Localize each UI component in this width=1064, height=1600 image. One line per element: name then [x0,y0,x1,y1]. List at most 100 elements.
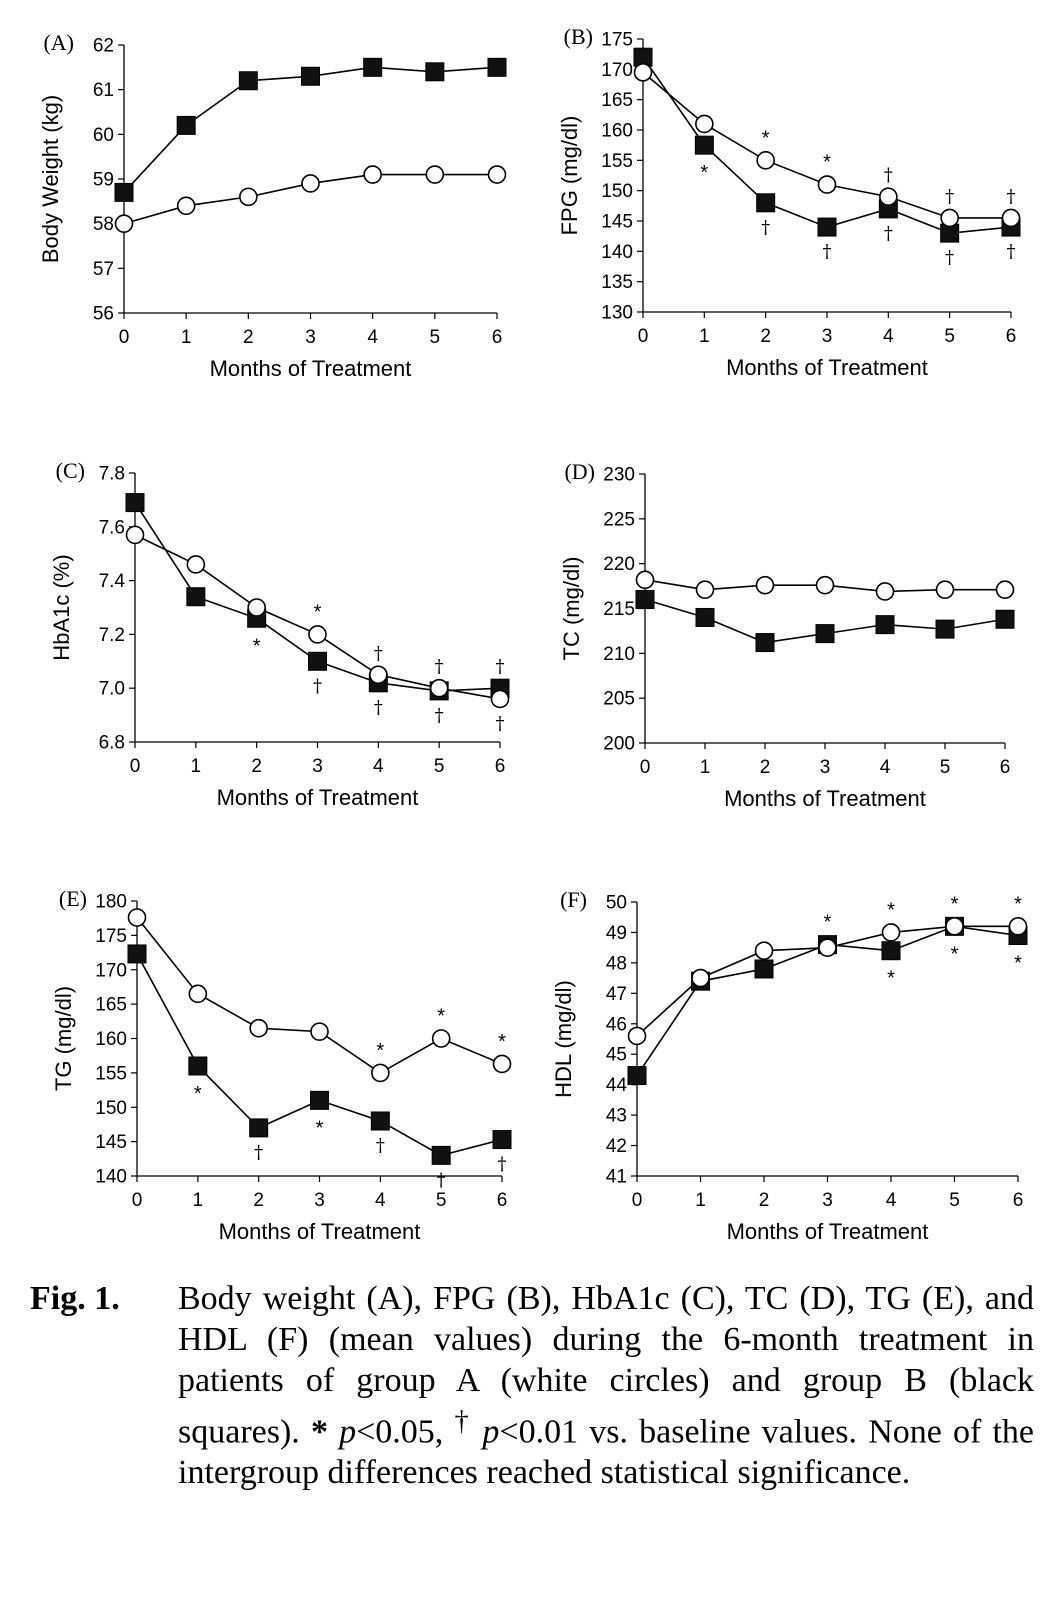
asterisk-mark: * [887,968,895,990]
circle-point [756,151,775,170]
dagger-mark: † [437,1169,446,1190]
panel-letter: (B) [564,24,593,49]
circle-point [879,187,898,207]
x-tick-label: 5 [434,756,445,777]
y-axis-title: Body Weight (kg) [38,95,63,263]
y-tick-label: 155 [95,1063,127,1084]
circle-point [301,174,320,193]
y-tick-label: 150 [95,1098,127,1119]
y-tick-label: 200 [603,734,635,755]
square-point [127,944,147,964]
x-tick-label: 4 [367,327,378,348]
square-point [817,217,837,237]
y-tick-label: 44 [606,1075,628,1096]
asterisk-mark: * [824,912,832,934]
y-tick-label: 130 [601,303,633,324]
dagger-mark: † [376,1135,385,1156]
x-tick-label: 6 [1000,757,1011,778]
asterisk-mark: * [314,601,322,623]
asterisk-mark: * [887,899,895,921]
x-axis-title: Months of Treatment [217,785,419,810]
square-point [188,1056,208,1076]
circle-point [429,678,449,698]
circle-point [881,923,901,942]
panel-letter: (C) [56,458,85,483]
figure-caption: Fig. 1. Body weight (A), FPG (B), HbA1c … [30,1278,1034,1493]
y-tick-label: 225 [603,509,635,530]
y-tick-label: 57 [93,259,114,280]
square-point [487,57,507,77]
dagger-mark: † [884,223,893,244]
caption-dagger: † [454,1406,472,1437]
circle-point [492,1054,512,1074]
x-tick-label: 1 [181,327,192,348]
x-tick-label: 5 [940,757,951,778]
panel-letter: (F) [560,887,587,912]
circle-point [186,555,206,574]
circle-point [310,1022,329,1041]
panel-letter: (A) [43,30,74,55]
x-tick-label: 1 [191,756,202,777]
asterisk-mark: * [253,635,261,657]
y-tick-label: 7.2 [99,625,125,646]
x-tick-label: 1 [700,757,711,778]
y-tick-label: 140 [95,1167,127,1188]
asterisk-mark: * [700,162,708,184]
dagger-mark: † [945,247,954,268]
circle-point [363,165,382,184]
circle-point [1001,208,1021,228]
y-tick-label: 175 [601,30,633,51]
x-tick-label: 6 [1006,326,1017,347]
dagger-mark: † [884,165,893,186]
y-tick-label: 135 [601,272,633,293]
x-tick-label: 2 [253,1190,264,1211]
caption-text: Body weight (A), FPG (B), HbA1c (C), TC … [178,1278,1034,1493]
dagger-mark: † [435,705,444,726]
dagger-mark: † [823,241,832,262]
y-tick-label: 165 [95,995,127,1016]
asterisk-mark: * [951,893,959,915]
y-tick-label: 46 [606,1014,627,1035]
square-point [308,651,327,671]
asterisk-mark: * [823,152,831,174]
caption-part [471,1413,482,1450]
x-tick-label: 3 [314,1190,325,1211]
square-point [492,1130,512,1150]
circle-point [995,580,1015,599]
caption-part: <0.01 vs. baseline values. None of the i… [178,1413,1034,1492]
x-tick-label: 2 [251,756,262,777]
asterisk-mark: * [316,1117,324,1139]
x-tick-label: 5 [430,327,441,348]
square-point [881,941,901,961]
y-tick-label: 42 [606,1136,627,1157]
square-point [363,57,383,77]
x-tick-label: 1 [699,326,710,347]
y-tick-label: 230 [603,465,635,486]
figure-label: Fig. 1. [30,1280,120,1317]
y-tick-label: 61 [93,80,114,101]
square-point [995,609,1015,629]
x-tick-label: 5 [949,1190,960,1211]
x-tick-label: 0 [132,1190,143,1211]
x-tick-label: 2 [760,326,771,347]
x-tick-label: 5 [944,326,955,347]
circle-point [635,570,655,590]
y-tick-label: 49 [606,923,627,944]
x-tick-label: 4 [886,1190,897,1211]
x-tick-label: 0 [632,1190,643,1211]
asterisk-mark: * [762,127,770,149]
circle-point [308,625,327,644]
circle-point [188,984,208,1004]
y-axis-title: TC (mg/dl) [559,557,584,661]
dagger-mark: † [1007,186,1016,207]
dagger-mark: † [374,643,383,664]
x-tick-label: 6 [1013,1190,1024,1211]
y-tick-label: 7.4 [99,571,126,592]
x-tick-label: 6 [492,327,503,348]
x-axis-title: Months of Treatment [726,355,928,380]
square-point [756,193,776,213]
x-tick-label: 3 [822,326,833,347]
square-point [301,66,320,86]
x-tick-label: 6 [495,756,506,777]
